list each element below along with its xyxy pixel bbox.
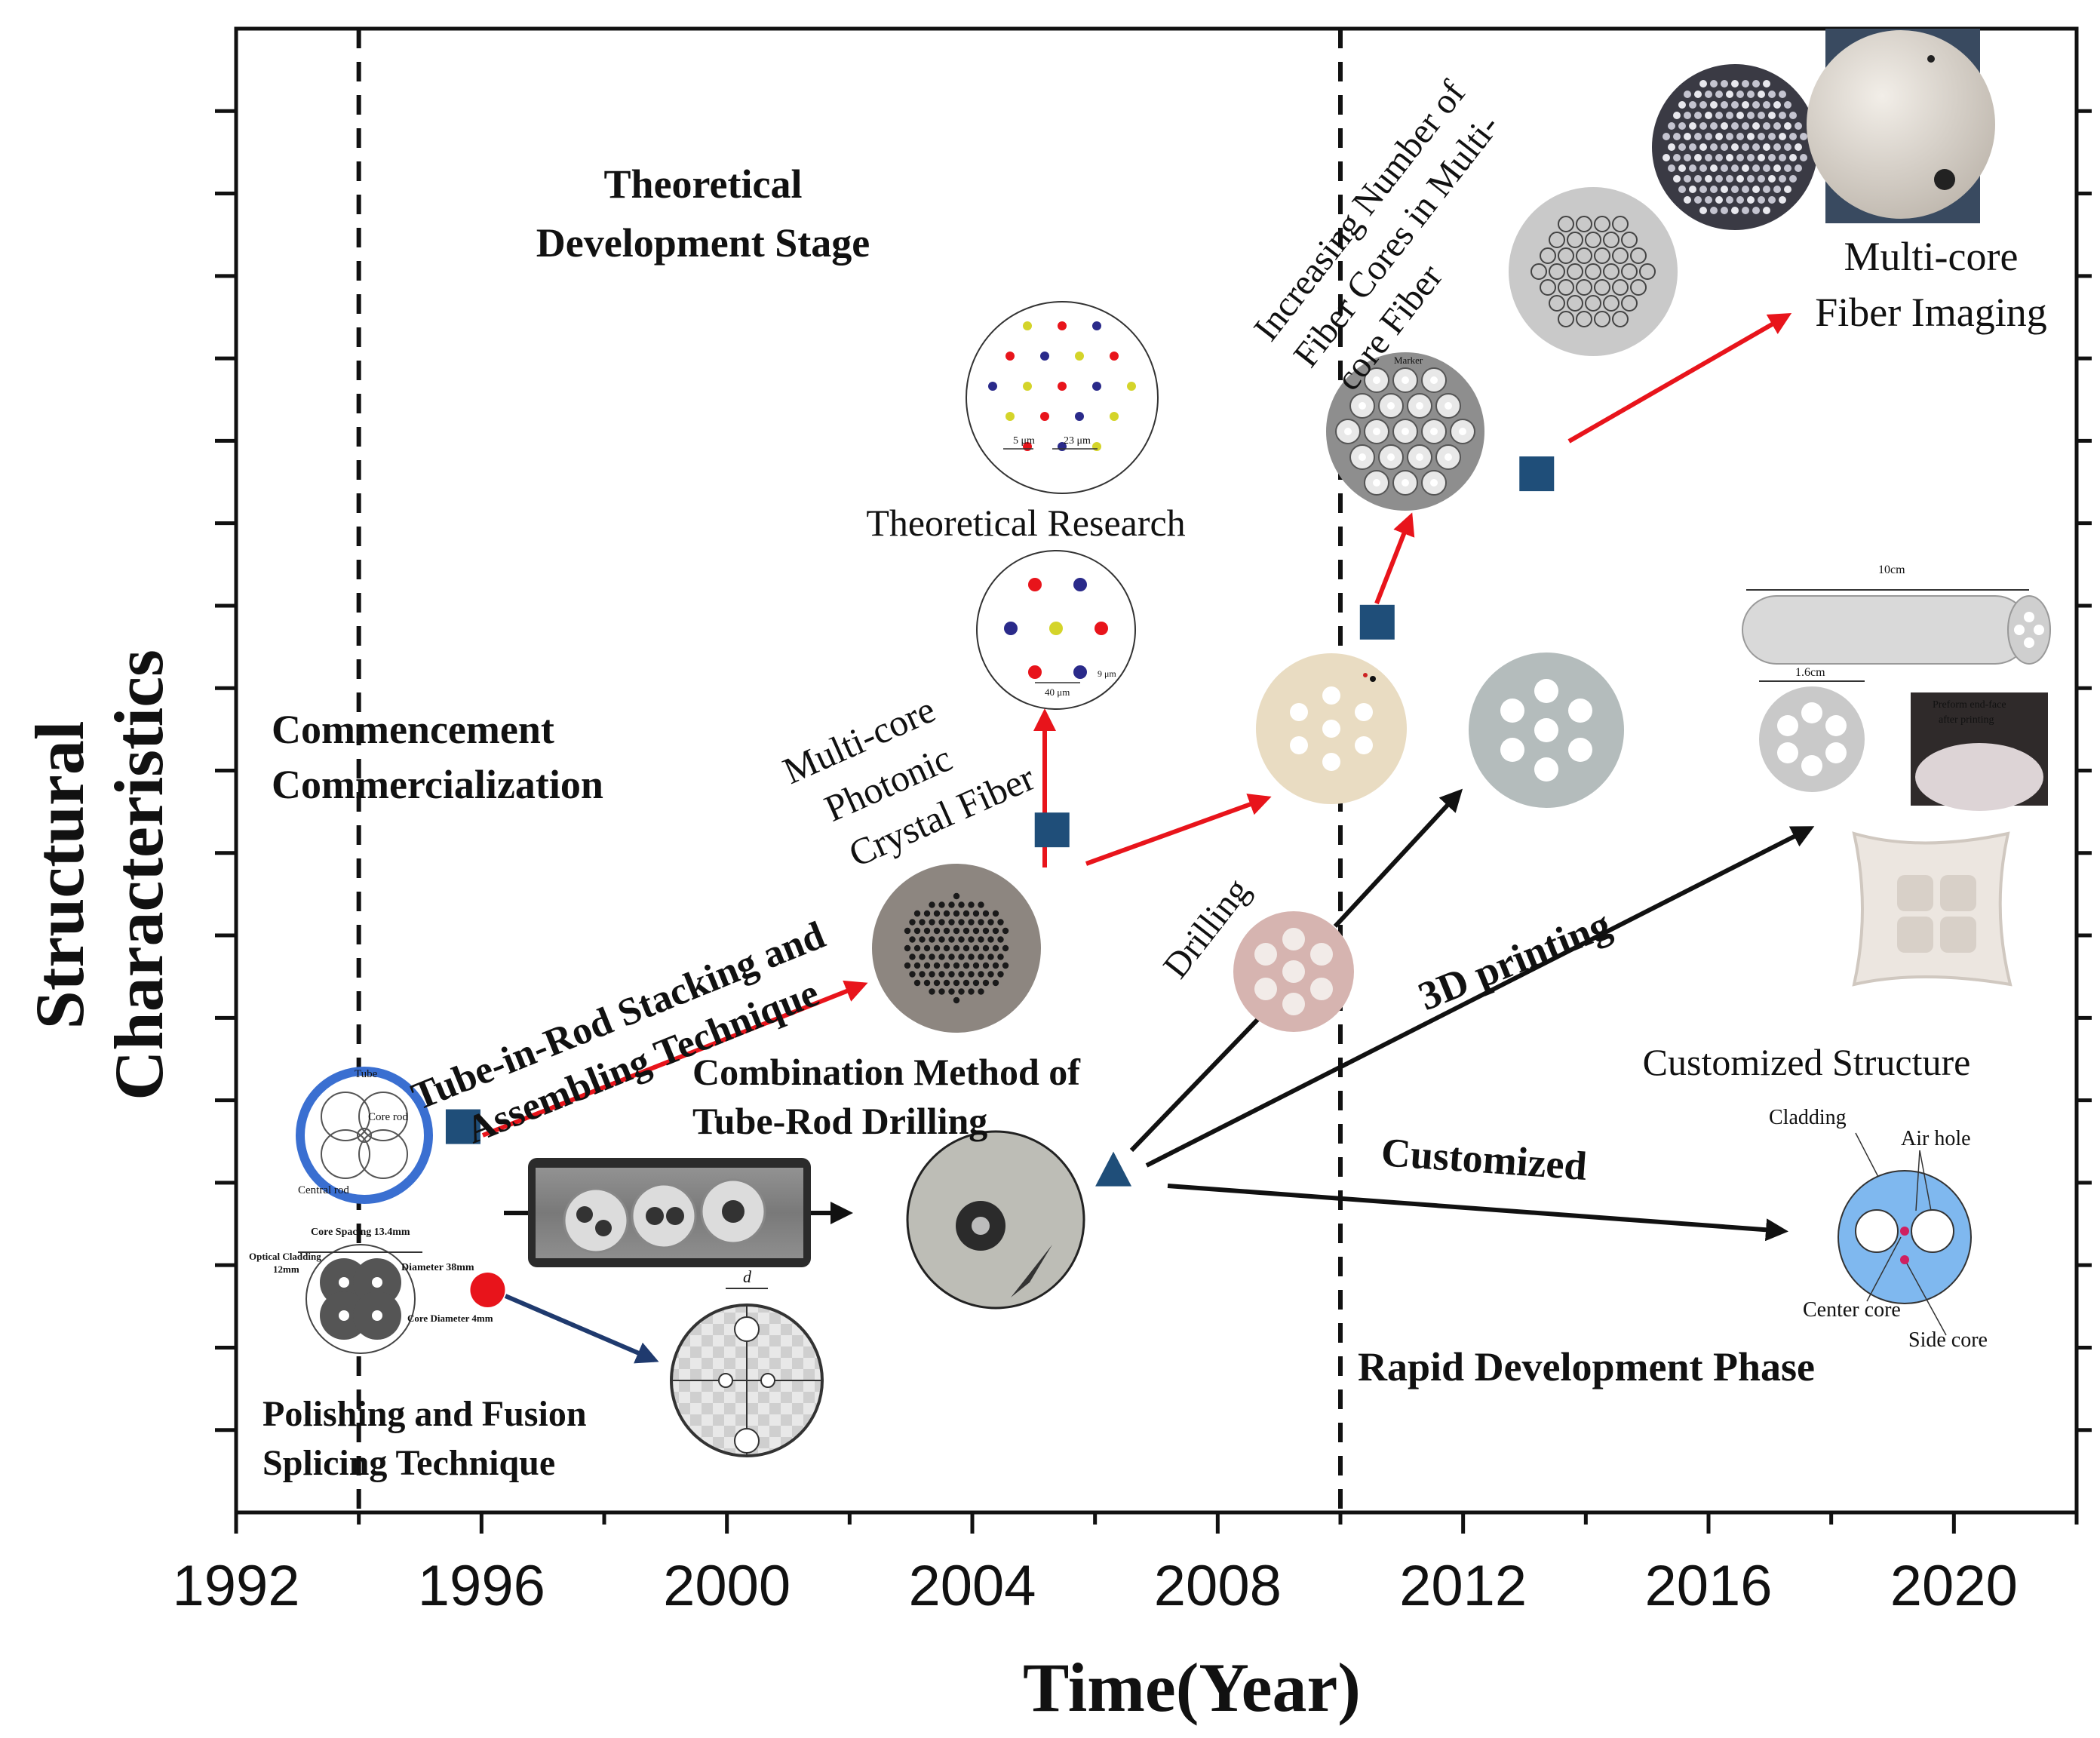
x-tick-label: 2000 [663, 1554, 791, 1618]
square-marker [1359, 604, 1395, 640]
imaging-photo [1807, 29, 1995, 223]
x-axis-title: Time(Year) [1023, 1649, 1361, 1726]
arrow-customized [1167, 1184, 1788, 1242]
pcf-cross-section [872, 864, 1041, 1033]
arrow-to-marker-fiber [1374, 512, 1415, 605]
y-axis-ticks [215, 109, 2092, 1432]
tube-in-rod-diagram: Tube Core rod Central rod [296, 1067, 433, 1204]
marker-fiber-photo: Marker [1326, 352, 1484, 511]
arrow-to-imaging [1567, 313, 1792, 444]
svg-text:Center core: Center core [1803, 1298, 1901, 1322]
svg-text:1.6cm: 1.6cm [1795, 666, 1825, 679]
drilled-fiber-photo [906, 1130, 1085, 1310]
x-tick-label: 2016 [1644, 1554, 1772, 1618]
commercialization-title-2: Commercialization [272, 762, 603, 807]
square-marker [1519, 456, 1555, 492]
svg-text:d: d [743, 1267, 752, 1286]
svg-text:Diameter 38mm: Diameter 38mm [401, 1262, 474, 1273]
customized-structure-label: Customized Structure [1643, 1041, 1971, 1083]
x-tick-label: 2020 [1890, 1554, 2018, 1618]
svg-text:Central rod: Central rod [298, 1184, 349, 1196]
x-tick-label: 2012 [1399, 1554, 1527, 1618]
x-tick-label: 1992 [172, 1554, 299, 1618]
customized-label: Customized [1380, 1129, 1589, 1189]
rapid-phase-title: Rapid Development Phase [1358, 1344, 1815, 1389]
svg-text:Tube: Tube [355, 1068, 378, 1080]
svg-text:10cm: 10cm [1878, 563, 1905, 576]
theoretical-stage-title-2: Development Stage [536, 220, 870, 266]
polishing-label: Polishing and Fusion [262, 1394, 587, 1434]
arrows [481, 313, 1815, 1364]
customized-fiber-diagram: Cladding Air hole Center core Side core [1769, 1106, 1988, 1352]
arrow-3d-printing [1145, 826, 1815, 1168]
x-tick-labels: 1992 1996 2000 2004 2008 2012 2016 2020 [172, 1554, 2017, 1618]
svg-text:Side core: Side core [1908, 1328, 1988, 1352]
svg-text:Core Diameter 4mm: Core Diameter 4mm [407, 1313, 493, 1324]
theoretical-stage-title: Theoretical [604, 161, 803, 207]
theory-fiber-7core: 40 μm 9 μm [976, 550, 1136, 710]
svg-text:Air hole: Air hole [1901, 1127, 1971, 1150]
svg-text:Characteristics: Characteristics [100, 649, 177, 1101]
dense-multicore-photo [1652, 64, 1818, 230]
customized-structure-photo [1852, 831, 2012, 987]
x-axis-ticks [234, 1512, 2079, 1534]
data-markers [445, 456, 1555, 1307]
x-tick-label: 1996 [418, 1554, 545, 1618]
square-marker [445, 1109, 480, 1144]
drilled-preform-photo [1256, 653, 1407, 804]
arrow-pcf-to-drilled [1085, 794, 1272, 866]
3d-printing-label: 3D printing [1412, 901, 1616, 1019]
imaging-label-2: Fiber Imaging [1815, 290, 2046, 335]
x-tick-label: 2004 [908, 1554, 1036, 1618]
svg-text:Optical Cladding: Optical Cladding [249, 1251, 321, 1262]
printed-preform-diagram: 10cm 1.6cm Preform end-face after printi… [1742, 563, 2051, 811]
arrow-triangle-to-drilling [1129, 998, 1279, 1153]
polishing-diagram: Core Spacing 13.4mm Optical Cladding 12m… [249, 1227, 493, 1354]
arrow-tube-to-pcf [481, 980, 868, 1138]
square-marker [1034, 812, 1070, 848]
circle-marker [470, 1272, 505, 1307]
arrow-drilling-to-7hole [1333, 788, 1463, 929]
x-tick-label: 2008 [1154, 1554, 1282, 1618]
svg-text:40 μm: 40 μm [1045, 686, 1070, 698]
seven-hole-fiber-photo [1469, 653, 1624, 808]
y-axis-title: Structural Characteristics [21, 649, 177, 1101]
svg-text:Marker: Marker [1394, 355, 1423, 366]
drilling-photo [1233, 911, 1354, 1032]
svg-text:12mm: 12mm [273, 1264, 299, 1275]
svg-text:after printing: after printing [1939, 714, 1994, 726]
svg-text:23 μm: 23 μm [1064, 435, 1091, 447]
tube-rods-photo [528, 1158, 811, 1267]
theoretical-research-label: Theoretical Research [866, 502, 1185, 544]
svg-text:Core Spacing 13.4mm: Core Spacing 13.4mm [311, 1227, 410, 1238]
svg-text:Core rod: Core rod [368, 1111, 408, 1123]
commercialization-title: Commencement [272, 707, 554, 752]
triangle-marker [1095, 1151, 1132, 1187]
theory-fiber-19core: 5 μm 23 μm [966, 301, 1159, 494]
many-hole-fiber-photo [1509, 187, 1678, 356]
combination-label-2: Tube-Rod Drilling [692, 1100, 987, 1142]
arrow-polish-to-fusion [504, 1294, 659, 1364]
svg-text:Cladding: Cladding [1769, 1106, 1847, 1129]
svg-text:5 μm: 5 μm [1013, 435, 1035, 447]
svg-text:Structural: Structural [21, 721, 98, 1030]
polishing-label-2: Splicing Technique [262, 1443, 555, 1483]
svg-text:9 μm: 9 μm [1098, 668, 1116, 679]
imaging-label: Multi-core [1844, 234, 2019, 279]
svg-text:Preform end-face: Preform end-face [1933, 699, 2006, 711]
combination-label: Combination Method of [692, 1051, 1081, 1093]
fusion-splice-diagram: d [670, 1267, 824, 1457]
